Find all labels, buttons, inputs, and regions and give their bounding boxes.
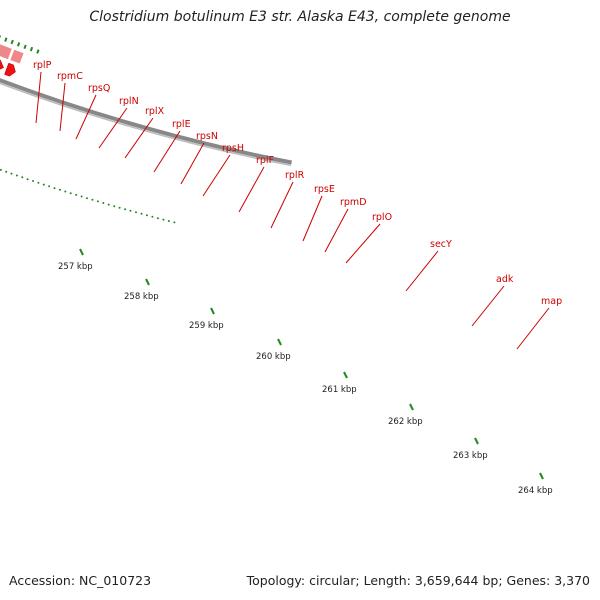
scale-dot — [15, 174, 18, 177]
scale-dot — [37, 181, 40, 184]
label-leader-line — [405, 250, 439, 292]
tick-mark — [4, 37, 8, 42]
genome-backbone-shadow — [0, 82, 292, 167]
label-leader-line — [345, 223, 381, 264]
kbp-label: 260 kbp — [256, 352, 291, 362]
gene-label-secY: secY — [430, 239, 452, 250]
scale-dot — [140, 212, 143, 215]
scale-dot — [91, 198, 94, 201]
scale-dot — [80, 195, 83, 198]
genome-backbone — [0, 77, 292, 165]
scale-dot — [48, 185, 51, 188]
accession-text: Accession: NC_010723 — [9, 573, 152, 588]
tick-mark — [0, 34, 2, 40]
feature-block — [9, 48, 25, 65]
gene-arrow — [4, 62, 16, 77]
tick-mark — [23, 44, 27, 50]
kbp-major-tick — [539, 472, 544, 480]
tick-mark — [10, 39, 14, 45]
kbp-label: 263 kbp — [453, 451, 488, 461]
scale-dot — [10, 172, 13, 175]
scale-dot — [21, 176, 24, 179]
scale-dot — [69, 192, 72, 195]
map-title: Clostridium botulinum E3 str. Alaska E43… — [89, 9, 511, 25]
kbp-major-tick — [409, 403, 414, 411]
scale-dot — [118, 206, 121, 209]
scale-dot — [75, 193, 78, 196]
scale-dot — [156, 217, 159, 220]
scale-dot — [107, 203, 110, 206]
gene-label-map: map — [541, 296, 562, 307]
gene-label-rplO: rplO — [372, 212, 392, 223]
kbp-label: 257 kbp — [58, 262, 93, 272]
gene-label-rplN: rplN — [119, 96, 139, 107]
scale-dot — [58, 188, 61, 191]
gene-label-rpsN: rpsN — [196, 131, 218, 142]
kbp-label: 261 kbp — [322, 385, 357, 395]
gene-label-rplP: rplP — [33, 60, 52, 71]
scale-dot — [0, 168, 2, 171]
label-leader-line — [202, 154, 231, 197]
label-leader-line — [124, 117, 154, 159]
kbp-label: 258 kbp — [124, 292, 159, 302]
scale-dot — [32, 180, 34, 182]
scale-dot — [145, 214, 148, 217]
label-leader-line — [302, 195, 323, 242]
scale-dot — [162, 218, 165, 221]
kbp-label: 262 kbp — [388, 417, 423, 427]
label-leader-line — [98, 107, 128, 149]
gene-label-rpmD: rpmD — [340, 197, 367, 208]
label-leader-line — [270, 181, 294, 229]
scale-dot — [124, 208, 127, 211]
scale-dot — [64, 190, 67, 193]
gene-label-rplE: rplE — [172, 119, 191, 130]
feature-block — [0, 43, 14, 61]
label-leader-line — [471, 285, 505, 327]
scale-dot — [151, 215, 154, 218]
label-leader-line — [180, 142, 205, 185]
kbp-label: 264 kbp — [518, 486, 553, 496]
label-leader-line — [324, 208, 349, 253]
scale-dot — [26, 178, 29, 181]
scale-dot — [135, 211, 137, 214]
gene-label-rpsH: rpsH — [222, 143, 244, 154]
kbp-major-tick — [145, 278, 150, 286]
gene-label-adk: adk — [496, 274, 514, 285]
label-leader-line — [59, 82, 66, 132]
gene-label-rplF: rplF — [256, 155, 274, 166]
kbp-major-tick — [210, 307, 215, 315]
scale-dot — [42, 183, 45, 186]
scale-dot — [102, 202, 105, 204]
gene-label-rpsE: rpsE — [314, 184, 335, 195]
kbp-label: 259 kbp — [189, 321, 224, 331]
label-leader-line — [75, 94, 97, 140]
tick-mark — [36, 49, 40, 54]
gene-label-rplX: rplX — [145, 106, 165, 117]
scale-dot — [86, 197, 88, 200]
kbp-major-tick — [277, 338, 282, 346]
scale-dot — [173, 221, 176, 224]
scale-dot — [129, 209, 132, 212]
gene-arrow — [0, 59, 4, 70]
kbp-major-tick — [79, 248, 84, 256]
gene-label-rpmC: rpmC — [57, 71, 83, 82]
kbp-major-tick — [343, 371, 348, 379]
scale-dot — [113, 205, 116, 208]
gene-label-rpsQ: rpsQ — [88, 83, 110, 94]
scale-dot — [167, 220, 170, 222]
tick-mark — [29, 46, 34, 52]
scale-dot — [96, 200, 99, 203]
label-leader-line — [153, 130, 181, 173]
label-leader-line — [516, 307, 550, 350]
gene-label-rplR: rplR — [285, 170, 305, 181]
kbp-major-tick — [474, 437, 479, 445]
scale-dot — [5, 170, 8, 173]
tick-mark — [16, 42, 21, 47]
scale-dot — [53, 187, 56, 190]
topology-text: Topology: circular; Length: 3,659,644 bp… — [246, 573, 590, 588]
label-leader-line — [35, 71, 42, 124]
label-leader-line — [238, 166, 265, 213]
